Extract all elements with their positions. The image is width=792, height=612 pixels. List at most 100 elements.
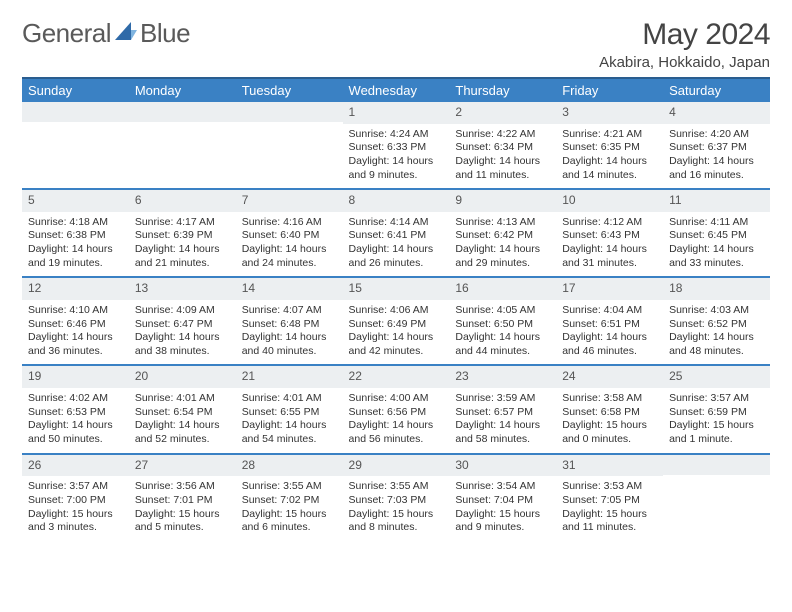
day-line: Daylight: 14 hours and 54 minutes.	[242, 419, 337, 446]
day-body: Sunrise: 3:57 AMSunset: 6:59 PMDaylight:…	[663, 388, 770, 453]
dayhead-monday: Monday	[129, 78, 236, 102]
day-line: Daylight: 15 hours and 1 minute.	[669, 419, 764, 446]
calendar-day-cell	[22, 102, 129, 189]
day-line: Sunrise: 3:53 AM	[562, 480, 657, 494]
day-line: Sunset: 7:03 PM	[349, 494, 444, 508]
day-line: Sunset: 6:45 PM	[669, 229, 764, 243]
day-line: Sunset: 6:34 PM	[455, 141, 550, 155]
day-line: Daylight: 14 hours and 21 minutes.	[135, 243, 230, 270]
day-line: Sunset: 6:48 PM	[242, 318, 337, 332]
calendar-day-cell: 22Sunrise: 4:00 AMSunset: 6:56 PMDayligh…	[343, 365, 450, 453]
calendar-week-row: 1Sunrise: 4:24 AMSunset: 6:33 PMDaylight…	[22, 102, 770, 189]
calendar-day-cell: 30Sunrise: 3:54 AMSunset: 7:04 PMDayligh…	[449, 454, 556, 541]
day-number: 17	[556, 278, 663, 300]
day-number: 23	[449, 366, 556, 388]
day-line: Daylight: 15 hours and 0 minutes.	[562, 419, 657, 446]
day-line: Sunrise: 4:12 AM	[562, 216, 657, 230]
day-body: Sunrise: 4:07 AMSunset: 6:48 PMDaylight:…	[236, 300, 343, 365]
day-body: Sunrise: 4:00 AMSunset: 6:56 PMDaylight:…	[343, 388, 450, 453]
day-line: Sunrise: 3:54 AM	[455, 480, 550, 494]
day-body: Sunrise: 4:24 AMSunset: 6:33 PMDaylight:…	[343, 124, 450, 189]
day-number: 1	[343, 102, 450, 124]
day-line: Daylight: 14 hours and 31 minutes.	[562, 243, 657, 270]
calendar-day-cell: 31Sunrise: 3:53 AMSunset: 7:05 PMDayligh…	[556, 454, 663, 541]
day-number: 3	[556, 102, 663, 124]
day-number: 10	[556, 190, 663, 212]
day-line: Sunset: 7:04 PM	[455, 494, 550, 508]
day-body: Sunrise: 4:18 AMSunset: 6:38 PMDaylight:…	[22, 212, 129, 277]
day-line: Sunset: 6:37 PM	[669, 141, 764, 155]
day-line: Sunrise: 4:24 AM	[349, 128, 444, 142]
calendar-day-cell: 29Sunrise: 3:55 AMSunset: 7:03 PMDayligh…	[343, 454, 450, 541]
day-line: Sunrise: 4:18 AM	[28, 216, 123, 230]
day-number: 25	[663, 366, 770, 388]
dayhead-saturday: Saturday	[663, 78, 770, 102]
day-number: 2	[449, 102, 556, 124]
day-line: Daylight: 15 hours and 3 minutes.	[28, 508, 123, 535]
calendar-day-cell: 23Sunrise: 3:59 AMSunset: 6:57 PMDayligh…	[449, 365, 556, 453]
day-line: Sunset: 6:43 PM	[562, 229, 657, 243]
dayhead-friday: Friday	[556, 78, 663, 102]
calendar-day-cell: 6Sunrise: 4:17 AMSunset: 6:39 PMDaylight…	[129, 189, 236, 277]
day-line: Sunset: 7:02 PM	[242, 494, 337, 508]
day-line: Sunrise: 4:02 AM	[28, 392, 123, 406]
day-body: Sunrise: 4:04 AMSunset: 6:51 PMDaylight:…	[556, 300, 663, 365]
day-body: Sunrise: 4:06 AMSunset: 6:49 PMDaylight:…	[343, 300, 450, 365]
calendar-day-cell: 27Sunrise: 3:56 AMSunset: 7:01 PMDayligh…	[129, 454, 236, 541]
day-line: Sunset: 6:54 PM	[135, 406, 230, 420]
day-body: Sunrise: 4:09 AMSunset: 6:47 PMDaylight:…	[129, 300, 236, 365]
day-body: Sunrise: 3:55 AMSunset: 7:02 PMDaylight:…	[236, 476, 343, 541]
calendar-day-cell	[236, 102, 343, 189]
calendar-day-cell: 3Sunrise: 4:21 AMSunset: 6:35 PMDaylight…	[556, 102, 663, 189]
day-line: Daylight: 14 hours and 38 minutes.	[135, 331, 230, 358]
day-number: 9	[449, 190, 556, 212]
day-line: Sunset: 6:33 PM	[349, 141, 444, 155]
day-line: Sunset: 6:50 PM	[455, 318, 550, 332]
day-body: Sunrise: 3:59 AMSunset: 6:57 PMDaylight:…	[449, 388, 556, 453]
calendar-day-cell	[663, 454, 770, 541]
day-number: 28	[236, 455, 343, 477]
day-number: 13	[129, 278, 236, 300]
calendar-day-cell: 12Sunrise: 4:10 AMSunset: 6:46 PMDayligh…	[22, 277, 129, 365]
day-line: Sunset: 7:01 PM	[135, 494, 230, 508]
day-line: Sunrise: 4:21 AM	[562, 128, 657, 142]
day-number: 14	[236, 278, 343, 300]
day-line: Sunrise: 4:16 AM	[242, 216, 337, 230]
dayhead-sunday: Sunday	[22, 78, 129, 102]
calendar-day-cell: 7Sunrise: 4:16 AMSunset: 6:40 PMDaylight…	[236, 189, 343, 277]
day-body: Sunrise: 4:22 AMSunset: 6:34 PMDaylight:…	[449, 124, 556, 189]
day-line: Daylight: 14 hours and 16 minutes.	[669, 155, 764, 182]
day-line: Sunrise: 4:04 AM	[562, 304, 657, 318]
day-line: Daylight: 14 hours and 56 minutes.	[349, 419, 444, 446]
day-body: Sunrise: 4:01 AMSunset: 6:54 PMDaylight:…	[129, 388, 236, 453]
day-body	[236, 122, 343, 178]
day-line: Sunset: 6:49 PM	[349, 318, 444, 332]
day-body: Sunrise: 3:58 AMSunset: 6:58 PMDaylight:…	[556, 388, 663, 453]
calendar-table: Sunday Monday Tuesday Wednesday Thursday…	[22, 77, 770, 541]
day-line: Sunset: 6:57 PM	[455, 406, 550, 420]
day-number: 11	[663, 190, 770, 212]
day-line: Sunset: 6:42 PM	[455, 229, 550, 243]
day-line: Daylight: 15 hours and 5 minutes.	[135, 508, 230, 535]
day-number: 4	[663, 102, 770, 124]
calendar-day-cell: 16Sunrise: 4:05 AMSunset: 6:50 PMDayligh…	[449, 277, 556, 365]
day-line: Sunrise: 4:11 AM	[669, 216, 764, 230]
day-line: Daylight: 15 hours and 6 minutes.	[242, 508, 337, 535]
day-line: Sunrise: 4:01 AM	[242, 392, 337, 406]
day-line: Sunset: 6:47 PM	[135, 318, 230, 332]
calendar-day-cell: 17Sunrise: 4:04 AMSunset: 6:51 PMDayligh…	[556, 277, 663, 365]
calendar-day-cell: 14Sunrise: 4:07 AMSunset: 6:48 PMDayligh…	[236, 277, 343, 365]
calendar-day-cell: 5Sunrise: 4:18 AMSunset: 6:38 PMDaylight…	[22, 189, 129, 277]
day-line: Sunset: 6:58 PM	[562, 406, 657, 420]
day-line: Sunrise: 4:20 AM	[669, 128, 764, 142]
day-line: Sunrise: 4:00 AM	[349, 392, 444, 406]
day-line: Sunrise: 3:56 AM	[135, 480, 230, 494]
day-line: Sunrise: 3:55 AM	[349, 480, 444, 494]
day-line: Sunset: 6:51 PM	[562, 318, 657, 332]
day-line: Sunset: 6:52 PM	[669, 318, 764, 332]
calendar-day-cell: 11Sunrise: 4:11 AMSunset: 6:45 PMDayligh…	[663, 189, 770, 277]
brand-text-1: General	[22, 18, 111, 49]
day-line: Daylight: 14 hours and 58 minutes.	[455, 419, 550, 446]
calendar-week-row: 12Sunrise: 4:10 AMSunset: 6:46 PMDayligh…	[22, 277, 770, 365]
day-line: Sunset: 7:05 PM	[562, 494, 657, 508]
